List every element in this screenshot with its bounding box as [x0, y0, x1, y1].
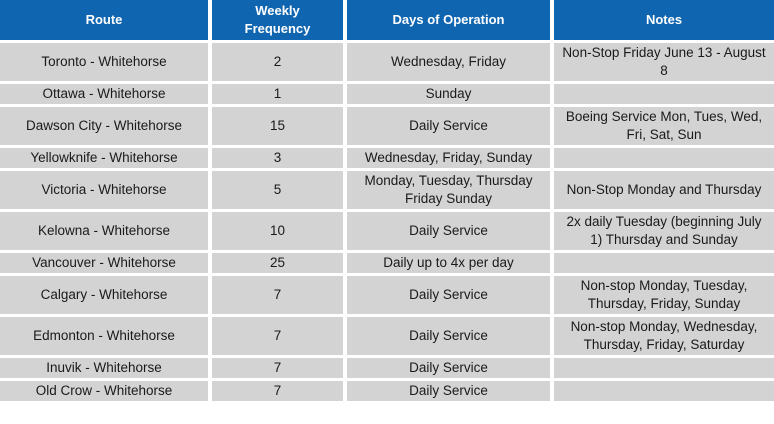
- frequency-cell: 10: [208, 209, 347, 253]
- route-cell: Victoria - Whitehorse: [0, 168, 212, 212]
- table-row-vancouver: Vancouver - Whitehorse 25 Daily up to 4x…: [0, 250, 774, 276]
- days-cell: Monday, Tuesday, Thursday Friday Sunday: [343, 168, 554, 212]
- route-cell: Old Crow - Whitehorse: [0, 378, 212, 403]
- notes-cell: Non-Stop Friday June 13 - August 8: [550, 40, 774, 84]
- notes-cell: Non-Stop Monday and Thursday: [550, 168, 774, 212]
- frequency-cell: 5: [208, 168, 347, 212]
- frequency-cell: 3: [208, 145, 347, 171]
- table-row-calgary: Calgary - Whitehorse 7 Daily Service Non…: [0, 273, 774, 317]
- route-cell: Vancouver - Whitehorse: [0, 250, 212, 276]
- days-cell: Daily up to 4x per day: [343, 250, 554, 276]
- notes-cell: [550, 378, 774, 403]
- route-cell: Kelowna - Whitehorse: [0, 209, 212, 253]
- table-row-victoria: Victoria - Whitehorse 5 Monday, Tuesday,…: [0, 168, 774, 212]
- notes-cell: Non-stop Monday, Tuesday, Thursday, Frid…: [550, 273, 774, 317]
- days-cell: Daily Service: [343, 355, 554, 381]
- column-header-days-of-operation-label: Days of Operation: [392, 12, 505, 27]
- column-header-weekly-frequency: Weekly Frequency: [208, 0, 347, 43]
- notes-cell: [550, 355, 774, 381]
- table-row-toronto: Toronto - Whitehorse 2 Wednesday, Friday…: [0, 40, 774, 84]
- route-cell: Yellowknife - Whitehorse: [0, 145, 212, 171]
- column-header-notes-label: Notes: [645, 12, 683, 27]
- column-header-route-label: Route: [85, 12, 123, 27]
- frequency-cell: 2: [208, 40, 347, 84]
- notes-cell: 2x daily Tuesday (beginning July 1) Thur…: [550, 209, 774, 253]
- days-cell: Daily Service: [343, 209, 554, 253]
- route-cell: Toronto - Whitehorse: [0, 40, 212, 84]
- table-row-inuvik: Inuvik - Whitehorse 7 Daily Service: [0, 355, 774, 381]
- days-cell: Daily Service: [343, 273, 554, 317]
- days-cell: Daily Service: [343, 104, 554, 148]
- table-row-edmonton: Edmonton - Whitehorse 7 Daily Service No…: [0, 314, 774, 358]
- frequency-cell: 7: [208, 273, 347, 317]
- frequency-cell: 7: [208, 355, 347, 381]
- column-header-route: Route: [0, 0, 212, 43]
- table-row-ottawa: Ottawa - Whitehorse 1 Sunday: [0, 81, 774, 107]
- days-cell: Wednesday, Friday, Sunday: [343, 145, 554, 171]
- table-row-yellowknife: Yellowknife - Whitehorse 3 Wednesday, Fr…: [0, 145, 774, 171]
- notes-cell: [550, 145, 774, 171]
- column-header-days-of-operation: Days of Operation: [343, 0, 554, 43]
- column-header-notes: Notes: [550, 0, 774, 43]
- route-cell: Inuvik - Whitehorse: [0, 355, 212, 381]
- column-header-weekly-frequency-label: Weekly Frequency: [244, 3, 311, 36]
- frequency-cell: 7: [208, 314, 347, 358]
- days-cell: Sunday: [343, 81, 554, 107]
- table-row-dawson-city: Dawson City - Whitehorse 15 Daily Servic…: [0, 104, 774, 148]
- notes-cell: Non-stop Monday, Wednesday, Thursday, Fr…: [550, 314, 774, 358]
- days-cell: Daily Service: [343, 378, 554, 403]
- frequency-cell: 15: [208, 104, 347, 148]
- frequency-cell: 7: [208, 378, 347, 403]
- route-cell: Dawson City - Whitehorse: [0, 104, 212, 148]
- notes-cell: [550, 81, 774, 107]
- frequency-cell: 1: [208, 81, 347, 107]
- table-row-old-crow: Old Crow - Whitehorse 7 Daily Service: [0, 378, 774, 403]
- route-cell: Ottawa - Whitehorse: [0, 81, 212, 107]
- header-row: Route Weekly Frequency Days of Operation…: [0, 0, 774, 43]
- days-cell: Wednesday, Friday: [343, 40, 554, 84]
- route-cell: Calgary - Whitehorse: [0, 273, 212, 317]
- route-cell: Edmonton - Whitehorse: [0, 314, 212, 358]
- days-cell: Daily Service: [343, 314, 554, 358]
- notes-cell: [550, 250, 774, 276]
- flight-schedule-table: Route Weekly Frequency Days of Operation…: [0, 0, 774, 403]
- table-row-kelowna: Kelowna - Whitehorse 10 Daily Service 2x…: [0, 209, 774, 253]
- notes-cell: Boeing Service Mon, Tues, Wed, Fri, Sat,…: [550, 104, 774, 148]
- frequency-cell: 25: [208, 250, 347, 276]
